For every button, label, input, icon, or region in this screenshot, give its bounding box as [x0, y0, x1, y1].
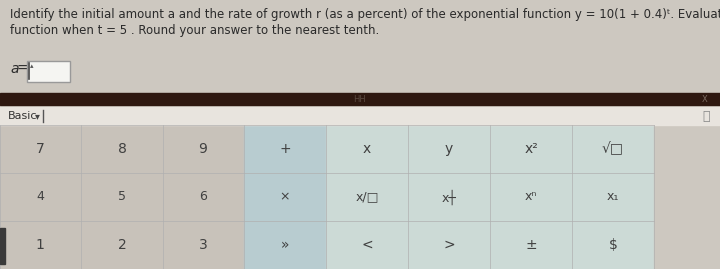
Text: 7: 7 — [35, 142, 45, 156]
Text: HH: HH — [354, 94, 366, 104]
Text: 5: 5 — [118, 190, 126, 204]
Text: Identify the initial amount a and the rate of growth r (as a percent) of the exp: Identify the initial amount a and the ra… — [10, 8, 720, 21]
Text: ⓘ: ⓘ — [703, 109, 710, 122]
Text: x²: x² — [524, 142, 538, 156]
Text: a: a — [10, 62, 19, 76]
Text: √□: √□ — [602, 142, 624, 156]
Text: =: = — [17, 62, 29, 76]
Text: ▾: ▾ — [35, 111, 40, 121]
Bar — [326, 125, 654, 269]
Text: y: y — [445, 142, 453, 156]
Text: Basic: Basic — [8, 111, 37, 121]
Text: 6: 6 — [199, 190, 207, 204]
Text: >: > — [444, 238, 455, 252]
Text: $: $ — [608, 238, 618, 252]
Text: x/□: x/□ — [355, 190, 379, 204]
Text: »: » — [281, 238, 289, 252]
Text: xⁿ: xⁿ — [525, 190, 537, 204]
Text: 2: 2 — [117, 238, 127, 252]
Text: 3: 3 — [199, 238, 207, 252]
Bar — [244, 125, 326, 269]
Bar — [654, 125, 720, 269]
Bar — [0, 228, 5, 264]
Text: x₁: x₁ — [607, 190, 619, 204]
Bar — [0, 93, 720, 105]
FancyBboxPatch shape — [27, 61, 70, 82]
Text: x: x — [363, 142, 371, 156]
Text: 1: 1 — [35, 238, 45, 252]
Text: 8: 8 — [117, 142, 127, 156]
Bar — [0, 125, 244, 269]
Bar — [0, 107, 720, 125]
Text: 9: 9 — [199, 142, 207, 156]
Text: <: < — [361, 238, 373, 252]
Text: function when t = 5 . Round your answer to the nearest tenth.: function when t = 5 . Round your answer … — [10, 24, 379, 37]
Text: ×: × — [280, 190, 290, 204]
Text: X: X — [702, 94, 708, 104]
Text: x┼: x┼ — [441, 189, 456, 205]
Text: ▴: ▴ — [30, 63, 34, 69]
Text: ±: ± — [525, 238, 537, 252]
Text: 4: 4 — [36, 190, 44, 204]
Text: +: + — [279, 142, 291, 156]
